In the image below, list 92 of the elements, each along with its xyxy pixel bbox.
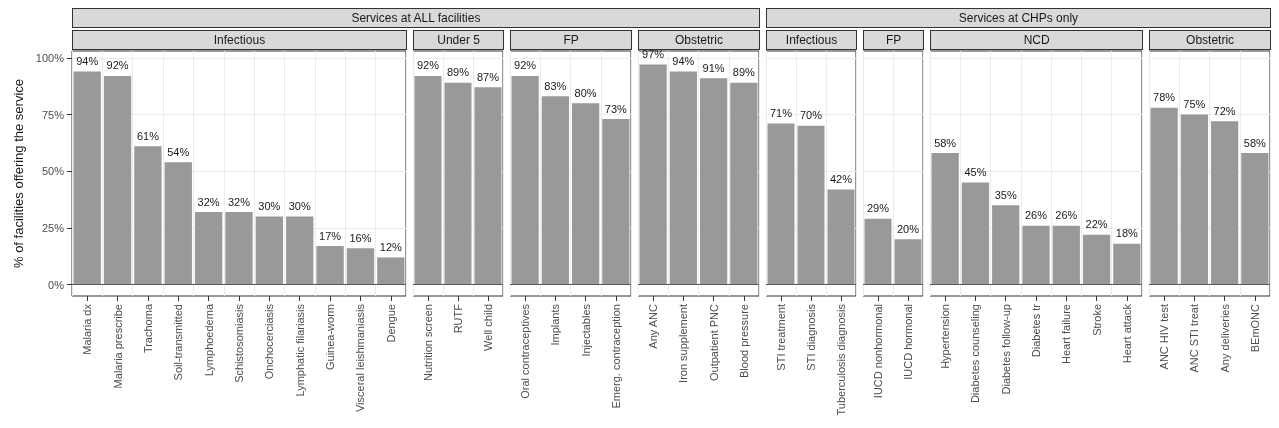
data-label: 58% <box>1244 136 1267 149</box>
x-tick-label: Visceral leishmaniasis <box>354 303 367 413</box>
data-label: 18% <box>1115 227 1139 240</box>
data-label: 78% <box>1153 91 1176 104</box>
y-tick-label: 0% <box>48 278 65 291</box>
x-tick-label: Malaria dx <box>81 303 94 355</box>
x-tick-label: Blood pressure <box>737 304 750 378</box>
data-label: 75% <box>1183 98 1206 111</box>
x-tick-label: STI treatment <box>774 304 787 371</box>
data-label: 35% <box>994 188 1018 201</box>
data-label: 26% <box>1025 209 1048 222</box>
data-label: 87% <box>476 70 500 83</box>
data-label: 20% <box>897 222 920 235</box>
x-tick-label: Implants <box>549 303 562 346</box>
x-tick-label: Heart attack <box>1120 303 1133 364</box>
chart-title: NCD <box>930 30 1144 50</box>
chart-title: Obstetric <box>1149 30 1271 50</box>
data-label: 89% <box>446 66 470 79</box>
data-label: 30% <box>288 200 311 213</box>
data-label: 26% <box>1055 209 1078 222</box>
x-tick-label: Any ANC <box>647 303 660 349</box>
x-tick-label: Well child <box>481 304 494 351</box>
x-tick-label: Tuberculosis diagnosis <box>834 303 847 416</box>
x-tick-label: IUCD nonhormonal <box>872 304 885 399</box>
x-tick-label: Schistosomiasis <box>233 303 245 383</box>
data-label: 45% <box>964 166 987 179</box>
x-tick-label: Malaria prescribe <box>111 304 124 389</box>
text: Services at ALL facilities <box>72 8 760 28</box>
data-label: 30% <box>258 200 281 213</box>
x-tick-label: Soil-transmitted <box>172 304 185 381</box>
x-tick-label: Guinea-worm <box>324 304 337 371</box>
y-tick-label: 100% <box>35 51 65 64</box>
x-tick-label: Oral contraceptives <box>519 303 532 399</box>
x-tick-label: Lymphatic filariasis <box>293 303 306 397</box>
x-tick-label: Nutrition screen <box>421 304 434 382</box>
data-label: 16% <box>349 231 372 244</box>
x-tick-label: BEmONC <box>1249 303 1262 353</box>
y-tick-label: 25% <box>41 221 65 234</box>
x-tick-label: Outpatient PNC <box>707 303 720 382</box>
x-tick-label: Diabetes tr <box>1030 303 1043 358</box>
chart-title: Under 5 <box>412 30 505 50</box>
data-label: 22% <box>1085 218 1108 231</box>
data-label: 72% <box>1213 104 1237 117</box>
x-tick-label: Onchocerciasis <box>263 303 276 380</box>
chart-title: Infectious <box>765 30 858 50</box>
x-tick-label: STI diagnosis <box>804 303 817 371</box>
data-label: 32% <box>227 195 251 208</box>
data-label: 83% <box>544 79 567 92</box>
data-label: 91% <box>702 61 725 74</box>
x-tick-label: Diabetes follow-up <box>999 304 1012 395</box>
data-label: 54% <box>167 145 190 158</box>
y-tick-label: 75% <box>41 108 65 121</box>
text: Services at CHPs only <box>765 8 1271 28</box>
data-label: 29% <box>867 202 890 215</box>
x-tick-label: Iron supplement <box>677 304 690 383</box>
data-label: 12% <box>379 240 403 253</box>
data-label: 58% <box>934 136 957 149</box>
x-tick-label: Hypertension <box>939 304 952 369</box>
chart-title: FP <box>510 30 633 50</box>
chart-title: FP <box>863 30 925 50</box>
x-tick-label: Emerg. contraception <box>610 304 623 409</box>
data-label: 17% <box>319 229 342 242</box>
x-tick-label: Dengue <box>384 304 397 343</box>
x-tick-label: Stroke <box>1090 304 1103 336</box>
data-label: 92% <box>514 59 537 72</box>
data-label: 32% <box>197 195 220 208</box>
y-axis-title: % of facilities offering the service <box>10 78 26 269</box>
chart-title: Obstetric <box>638 30 760 50</box>
data-label: 42% <box>829 172 853 185</box>
data-label: 97% <box>642 48 665 61</box>
data-label: 94% <box>76 54 99 67</box>
data-label: 92% <box>106 59 129 72</box>
data-label: 92% <box>416 59 440 72</box>
data-label: 89% <box>732 66 756 79</box>
data-label: 61% <box>136 129 160 142</box>
data-label: 70% <box>799 109 823 122</box>
x-tick-label: Heart failure <box>1060 304 1073 364</box>
x-tick-label: Trachoma <box>141 303 154 354</box>
data-label: 80% <box>574 86 598 99</box>
x-tick-label: Injectables <box>579 303 592 357</box>
y-tick-label: 50% <box>41 165 65 178</box>
x-tick-label: RUTF <box>451 303 464 334</box>
chart-title: Infectious <box>72 30 407 50</box>
x-tick-label: Any deliveries <box>1218 303 1231 373</box>
x-tick-label: IUCD hormonal <box>902 304 915 380</box>
x-tick-label: ANC HIV test <box>1158 304 1171 370</box>
data-label: 73% <box>605 102 628 115</box>
x-tick-label: Diabetes counseling <box>969 304 982 404</box>
x-tick-label: ANC STI treat <box>1188 304 1201 373</box>
x-tick-label: Lymphoedema <box>202 303 215 377</box>
data-label: 94% <box>672 54 695 67</box>
data-label: 71% <box>769 107 793 120</box>
